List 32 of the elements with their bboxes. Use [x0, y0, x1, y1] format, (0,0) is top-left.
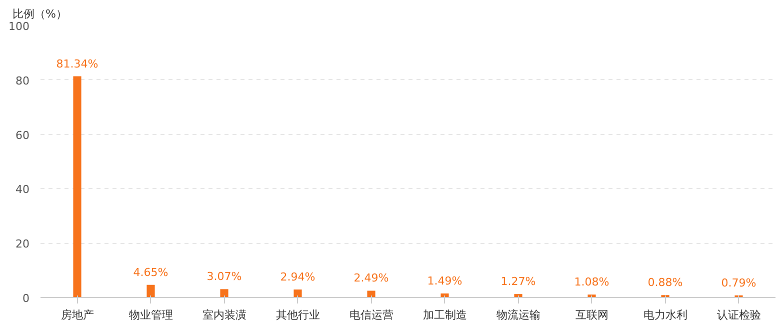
- bar: [367, 290, 376, 298]
- data-label: 2.94%: [280, 270, 316, 284]
- data-label: 1.08%: [574, 276, 610, 289]
- x-tick-label: 其他行业: [276, 308, 320, 322]
- y-tick-label: 100: [8, 20, 30, 33]
- x-tick-label: 加工制造: [422, 308, 467, 322]
- data-label: 4.65%: [133, 266, 168, 279]
- y-tick-label: 0: [22, 292, 30, 305]
- x-tick-label: 互联网: [575, 308, 608, 322]
- x-tick-label: 室内装潢: [202, 308, 246, 322]
- y-tick-label: 40: [16, 183, 30, 196]
- data-label: 1.27%: [500, 275, 536, 288]
- x-tick-label: 物流运输: [496, 308, 540, 322]
- data-label: 1.49%: [427, 274, 462, 288]
- data-label: 0.79%: [721, 276, 756, 290]
- x-tick-label: 电信运营: [349, 308, 394, 322]
- data-label: 2.49%: [354, 272, 389, 285]
- x-tick-label: 电力水利: [643, 308, 688, 322]
- data-label: 3.07%: [206, 270, 242, 284]
- x-tick-label: 房地产: [60, 308, 94, 322]
- data-label: 81.34%: [56, 57, 98, 70]
- y-tick-label: 20: [16, 238, 30, 251]
- data-label: 0.88%: [648, 276, 683, 290]
- bar: [73, 76, 82, 298]
- y-tick-label: 80: [16, 74, 30, 88]
- bar: [220, 289, 228, 298]
- y-tick-label: 60: [16, 128, 30, 142]
- x-tick-label: 物业管理: [128, 308, 173, 322]
- x-tick-label: 认证检验: [716, 308, 761, 322]
- bar: [146, 284, 155, 298]
- bar: [294, 290, 302, 298]
- y-axis-title: 比例（%）: [12, 8, 67, 20]
